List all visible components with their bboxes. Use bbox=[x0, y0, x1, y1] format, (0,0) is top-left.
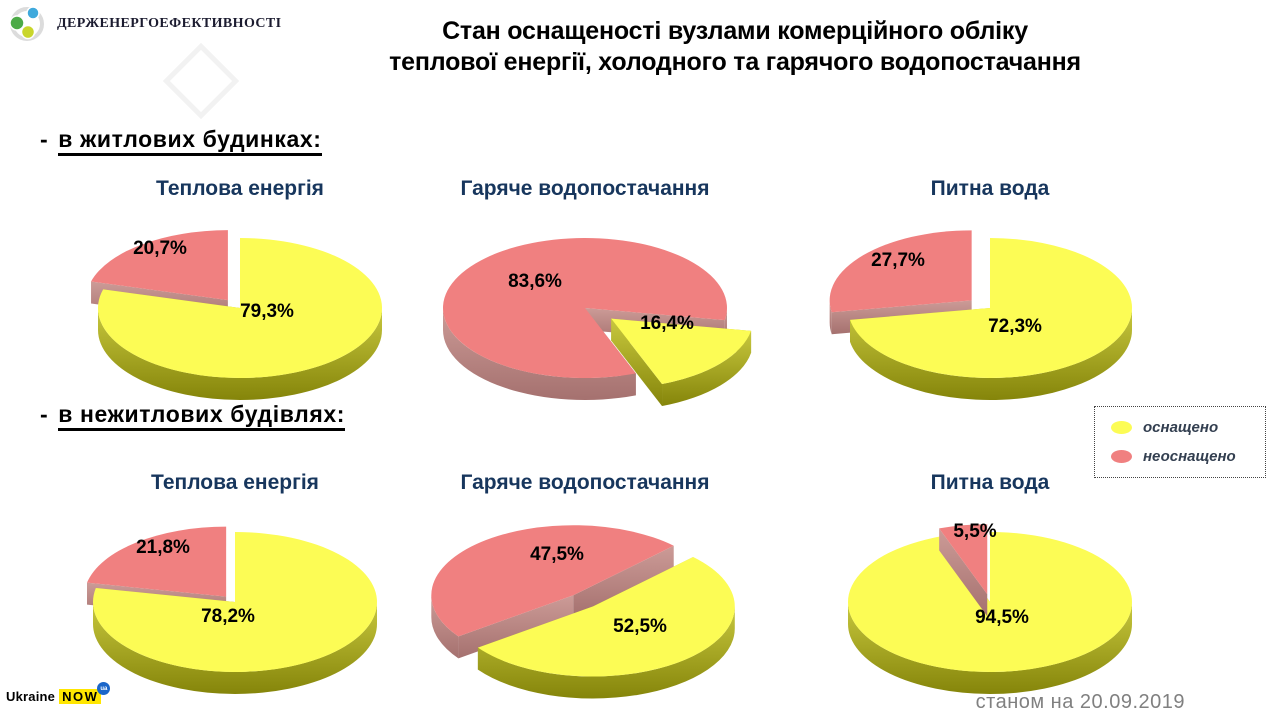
page-title-line1: Стан оснащеності вузлами комерційного об… bbox=[442, 17, 1028, 45]
pie-canvas: 72,3% 27,7% bbox=[810, 206, 1170, 411]
slice-equipped-band bbox=[850, 308, 1132, 400]
pie-percent-label: 16,4% bbox=[640, 313, 694, 334]
legend-label-not-equipped: неоснащено bbox=[1143, 448, 1236, 465]
pie-canvas: 78,2% 21,8% bbox=[55, 500, 415, 705]
pie-svg: 52,5% 47,5% bbox=[431, 525, 735, 699]
pie-chart-drinkingwater-nonresidential: Питна вода 94,5% 5,5% bbox=[810, 470, 1170, 705]
chart-title: Гаряче водопостачання bbox=[460, 471, 710, 494]
pie-canvas: 52,5% 47,5% bbox=[405, 500, 765, 705]
pie-percent-label: 5,5% bbox=[953, 521, 996, 542]
legend-swatch-equipped bbox=[1111, 421, 1132, 434]
legend-item-equipped: оснащено bbox=[1111, 419, 1265, 436]
slice-equipped bbox=[848, 532, 1132, 672]
chart-title: Питна вода bbox=[930, 177, 1050, 200]
date-stamp: станом на 20.09.2019 bbox=[975, 691, 1185, 713]
pie-percent-label: 72,3% bbox=[988, 316, 1042, 337]
slice-not-equipped-wall bbox=[939, 528, 988, 617]
section-header-nonresidential: -в нежитлових будівлях: bbox=[40, 401, 346, 431]
slice-equipped-band bbox=[848, 602, 1132, 694]
slice-equipped bbox=[92, 532, 377, 672]
pie-percent-label: 94,5% bbox=[975, 607, 1029, 628]
slice-not-equipped bbox=[829, 230, 972, 313]
slice-equipped bbox=[98, 238, 383, 378]
slice-not-equipped bbox=[87, 526, 227, 597]
pie-percent-label: 21,8% bbox=[136, 537, 190, 558]
section-label: в житлових будинках: bbox=[58, 126, 322, 156]
diamond-watermark bbox=[162, 42, 240, 120]
pie-percent-label: 52,5% bbox=[613, 616, 667, 637]
pie-svg: 79,3% 20,7% bbox=[91, 230, 383, 400]
slice-not-equipped-wall bbox=[573, 545, 674, 618]
chart-title: Питна вода bbox=[930, 471, 1050, 494]
page-title: Стан оснащеності вузлами комерційного об… bbox=[340, 16, 1130, 77]
pie-svg: 78,2% 21,8% bbox=[87, 526, 377, 694]
slice-equipped-band bbox=[477, 606, 735, 699]
slice-equipped-band bbox=[93, 602, 377, 694]
section-header-residential: -в житлових будинках: bbox=[40, 126, 322, 156]
chart-title: Гаряче водопостачання bbox=[460, 177, 710, 200]
slice-equipped bbox=[477, 557, 735, 677]
slice-equipped bbox=[850, 238, 1132, 378]
pie-percent-label: 78,2% bbox=[201, 606, 255, 627]
section-dash: - bbox=[40, 126, 49, 152]
slice-not-equipped bbox=[431, 525, 674, 637]
slice-equipped-band bbox=[98, 308, 382, 400]
section-label: в нежитлових будівлях: bbox=[58, 401, 346, 431]
slice-equipped-wall bbox=[611, 318, 663, 407]
section-dash: - bbox=[40, 401, 49, 427]
slice-not-equipped bbox=[91, 230, 228, 301]
pie-canvas: 16,4% 83,6% bbox=[405, 206, 765, 411]
pie-canvas: 94,5% 5,5% bbox=[810, 500, 1170, 705]
pie-chart-drinkingwater-residential: Питна вода 72,3% 27,7% bbox=[810, 176, 1170, 411]
ua-badge: ua bbox=[97, 682, 111, 695]
pie-percent-label: 47,5% bbox=[530, 544, 584, 565]
pie-percent-label: 20,7% bbox=[133, 238, 187, 259]
ukraine-now-word2: NOW ua bbox=[59, 682, 111, 704]
gov-logo: ДЕРЖЕНЕРГОЕФЕКТИВНОСТІ bbox=[8, 5, 282, 43]
pie-percent-label: 79,3% bbox=[240, 301, 294, 322]
legend-item-not-equipped: неоснащено bbox=[1111, 448, 1265, 465]
page-title-line2: теплової енергії, холодного та гарячого … bbox=[389, 47, 1081, 76]
slice-not-equipped-band bbox=[829, 300, 832, 335]
pie-svg: 72,3% 27,7% bbox=[829, 230, 1132, 400]
chart-title: Теплова енергія bbox=[151, 471, 319, 494]
gov-logo-text: ДЕРЖЕНЕРГОЕФЕКТИВНОСТІ bbox=[57, 16, 282, 31]
pie-chart-hotwater-nonresidential: Гаряче водопостачання 52,5% 47,5% bbox=[405, 470, 765, 705]
slice-not-equipped-band bbox=[443, 308, 636, 400]
slice-not-equipped bbox=[939, 524, 988, 595]
pie-canvas: 79,3% 20,7% bbox=[60, 206, 420, 411]
pie-chart-heat-nonresidential: Теплова енергія 78,2% 21,8% bbox=[55, 470, 415, 705]
slice-not-equipped bbox=[443, 238, 727, 378]
ukraine-now-text: NOW bbox=[62, 689, 99, 704]
pie-svg: 16,4% 83,6% bbox=[443, 238, 752, 407]
ukraine-now-logo: Ukraine NOW ua bbox=[6, 682, 111, 704]
pie-chart-hotwater-residential: Гаряче водопостачання 16,4% 83,6% bbox=[405, 176, 765, 411]
chart-title: Теплова енергія bbox=[156, 177, 324, 200]
slice-not-equipped-band bbox=[431, 595, 459, 659]
pie-percent-label: 83,6% bbox=[508, 271, 562, 292]
ukraine-now-word1: Ukraine bbox=[6, 689, 56, 704]
legend: оснащено неоснащено bbox=[1094, 406, 1266, 478]
pie-svg: 94,5% 5,5% bbox=[848, 521, 1132, 694]
slice-equipped-band bbox=[662, 330, 752, 407]
pie-chart-heat-residential: Теплова енергія 79,3% 20,7% bbox=[60, 176, 420, 411]
slice-equipped bbox=[611, 318, 752, 385]
gov-logo-icon bbox=[9, 6, 44, 41]
slice-not-equipped-wall bbox=[458, 595, 574, 659]
legend-label-equipped: оснащено bbox=[1143, 419, 1219, 436]
legend-swatch-not-equipped bbox=[1111, 450, 1132, 463]
pie-percent-label: 27,7% bbox=[871, 250, 925, 271]
